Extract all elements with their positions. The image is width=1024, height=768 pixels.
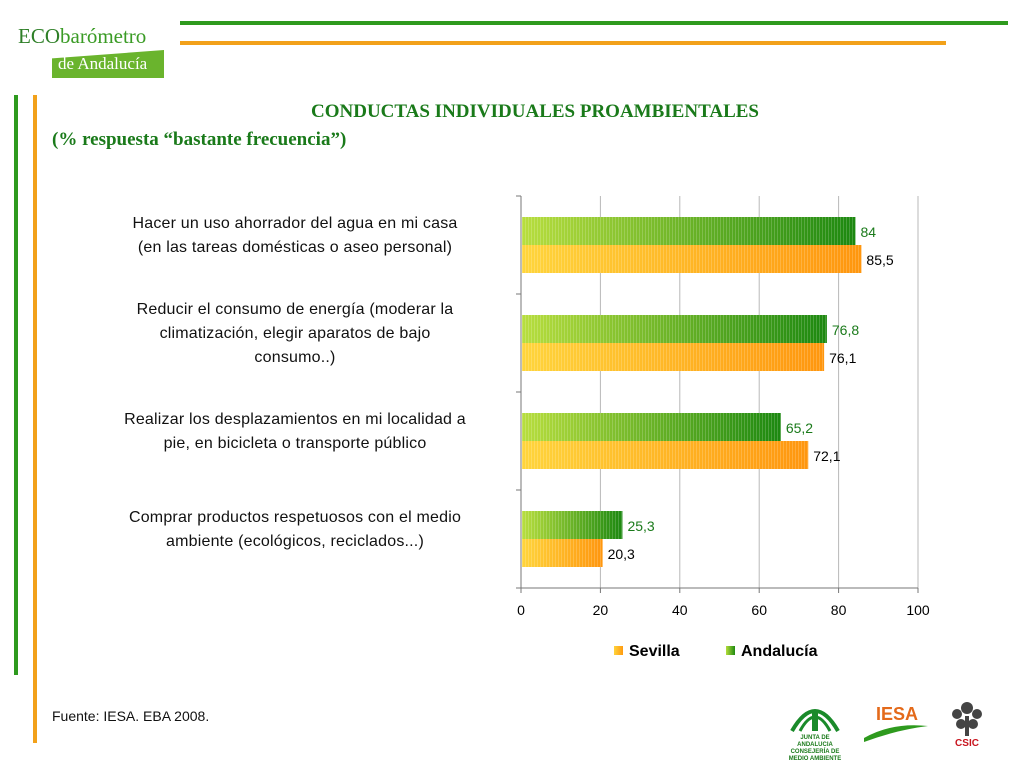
category-label-line: Hacer un uso ahorrador del agua en mi ca… bbox=[132, 215, 458, 232]
x-tick-label: 60 bbox=[751, 602, 767, 618]
left-orange-rule bbox=[33, 95, 37, 743]
category-label-line: ambiente (ecológicos, reciclados...) bbox=[166, 533, 424, 550]
category-label: Hacer un uso ahorrador del agua en mi ca… bbox=[80, 212, 510, 260]
logo-eco-text: ECObarómetro bbox=[18, 24, 147, 48]
bar-sevilla-value-label: 72,1 bbox=[813, 448, 840, 464]
category-label-line: (en las tareas domésticas o aseo persona… bbox=[137, 239, 453, 256]
csic-logo-text: CSIC bbox=[955, 738, 979, 749]
category-label-line: climatización, elegir aparatos de bajo bbox=[159, 325, 431, 342]
bar-sevilla-texture bbox=[522, 245, 862, 273]
iesa-swoosh-icon bbox=[864, 725, 928, 742]
bar-andalucia-texture bbox=[522, 413, 781, 441]
bar-sevilla-value-label: 20,3 bbox=[608, 546, 635, 562]
bar-sevilla-texture bbox=[522, 539, 603, 567]
legend-swatch-sevilla bbox=[614, 646, 623, 655]
iesa-logo-text: IESA bbox=[876, 704, 919, 724]
bar-chart: 0 20 40 60 80 100 84 85,5 76,8 76,1 65,272,1 25,3 2… bbox=[516, 195, 930, 618]
category-label-line: consumo..) bbox=[254, 349, 336, 366]
legend-label-sevilla: Sevilla bbox=[629, 643, 680, 660]
legend-swatch-andalucia bbox=[726, 646, 735, 655]
category-label: Comprar productos respetuosos con el med… bbox=[80, 506, 510, 554]
category-label-line: Comprar productos respetuosos con el med… bbox=[128, 509, 462, 526]
csic-emblem-icon bbox=[952, 702, 982, 736]
category-label-line: Realizar los desplazamientos en mi local… bbox=[124, 411, 466, 428]
legend-andalucia: Andalucía bbox=[726, 643, 817, 661]
bar-sevilla-texture bbox=[522, 343, 825, 371]
bar-sevilla-value-label: 85,5 bbox=[866, 252, 893, 268]
axes: 0 20 40 60 80 100 bbox=[516, 195, 930, 618]
junta-emblem-icon bbox=[790, 709, 840, 733]
category-label: Realizar los desplazamientos en mi local… bbox=[80, 408, 510, 456]
x-tick-label: 40 bbox=[672, 602, 688, 618]
category-label-line: Reducir el consumo de energía (moderar l… bbox=[136, 301, 454, 318]
data-labels: 84 85,5 76,8 76,1 65,272,1 25,3 20,3 bbox=[608, 224, 894, 562]
left-green-rule bbox=[14, 95, 18, 675]
bar-andalucia-texture bbox=[522, 315, 827, 343]
iesa-logo: IESA bbox=[862, 700, 932, 746]
x-tick-label: 0 bbox=[517, 602, 525, 618]
bar-andalucia-texture bbox=[522, 511, 623, 539]
legend-label-andalucia: Andalucía bbox=[741, 643, 818, 660]
source-note: Fuente: IESA. EBA 2008. bbox=[52, 708, 210, 724]
csic-logo: CSIC bbox=[945, 698, 989, 752]
x-tick-label: 20 bbox=[593, 602, 609, 618]
bar-andalucia-value-label: 84 bbox=[860, 224, 876, 240]
x-tick-label: 80 bbox=[831, 602, 847, 618]
bar-sevilla-texture bbox=[522, 441, 809, 469]
junta-name: JUNTA DE ANDALUCIA bbox=[797, 735, 833, 748]
chart-title: CONDUCTAS INDIVIDUALES PROAMBIENTALES bbox=[311, 101, 759, 122]
bar-andalucia-value-label: 65,2 bbox=[786, 420, 813, 436]
junta-department: CONSEJERÍA DE MEDIO AMBIENTE bbox=[788, 749, 842, 762]
legend-sevilla: Sevilla bbox=[614, 643, 680, 661]
junta-andalucia-logo: JUNTA DE ANDALUCIA CONSEJERÍA DE MEDIO AM… bbox=[784, 697, 846, 762]
top-green-rule bbox=[180, 21, 1008, 25]
bar-andalucia-value-label: 25,3 bbox=[627, 518, 654, 534]
top-orange-rule bbox=[180, 41, 946, 45]
chart-subtitle: (% respuesta “bastante frecuencia”) bbox=[52, 129, 347, 150]
category-label-line: pie, en bicicleta o transporte público bbox=[163, 435, 427, 452]
bars bbox=[522, 217, 862, 567]
logo-region-text: de Andalucía bbox=[58, 54, 148, 73]
bar-sevilla-value-label: 76,1 bbox=[829, 350, 856, 366]
category-label: Reducir el consumo de energía (moderar l… bbox=[80, 298, 510, 370]
bar-andalucia-texture bbox=[522, 217, 856, 245]
x-tick-label: 100 bbox=[906, 602, 930, 618]
ecobarometro-logo: ECObarómetro de Andalucía bbox=[18, 20, 168, 82]
bar-andalucia-value-label: 76,8 bbox=[832, 322, 859, 338]
